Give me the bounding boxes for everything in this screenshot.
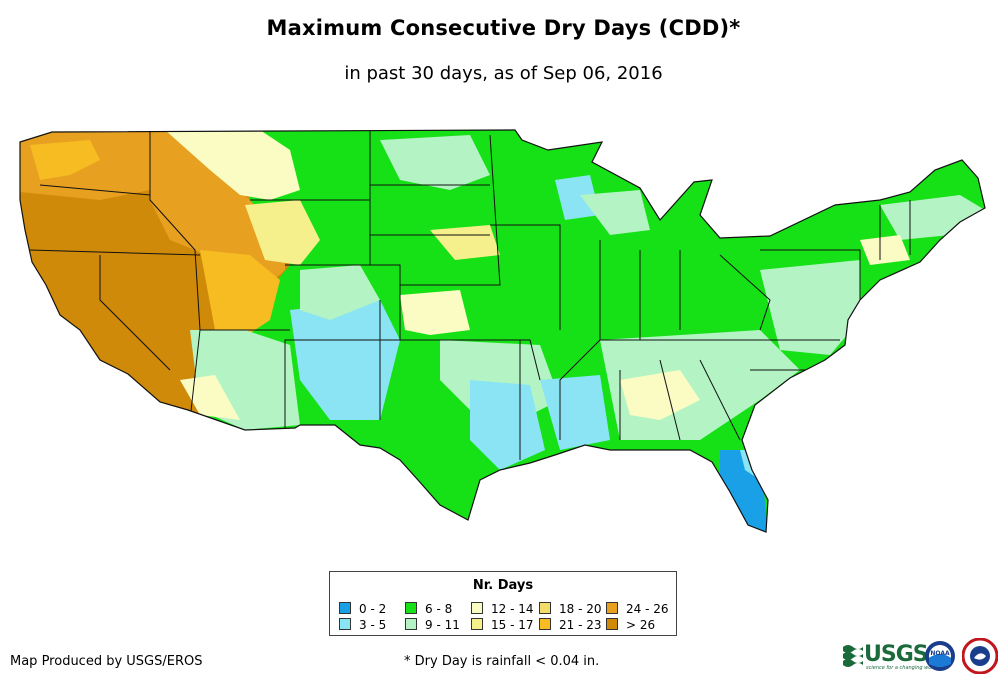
legend-label: 6 - 8 [425, 602, 453, 616]
region-texas-east-3-5 [470, 380, 545, 470]
legend-item: 12 - 14 [471, 602, 534, 616]
region-louisiana-3-5 [540, 375, 610, 450]
noaa-label: NOAA [930, 650, 950, 657]
legend-item: 15 - 17 [471, 618, 534, 632]
legend-swatch [539, 618, 551, 630]
usgs-logo-text: USGS [864, 642, 929, 667]
legend: Nr. Days 0 - 2 3 - 5 6 - 8 9 - 11 12 - 1… [329, 571, 677, 636]
region-newmexico-3-5 [290, 300, 400, 420]
legend-label: 21 - 23 [559, 618, 602, 632]
map-fill-regions [20, 130, 985, 532]
legend-label: 0 - 2 [359, 602, 387, 616]
legend-swatch [339, 602, 351, 614]
usgs-tagline: science for a changing world [866, 665, 938, 671]
border-line [639, 250, 681, 340]
border-line [879, 200, 911, 260]
region-idaho-24-26 [150, 130, 285, 300]
legend-swatch [471, 618, 483, 630]
legend-item: 3 - 5 [339, 618, 386, 632]
legend-item: > 26 [606, 618, 655, 632]
usgs-wave-shape [843, 645, 863, 667]
region-colorado-9-11 [300, 265, 380, 320]
region-dakota-9-11 [380, 135, 490, 190]
border-line [559, 240, 601, 440]
border-line [400, 134, 501, 286]
legend-item: 6 - 8 [405, 602, 452, 616]
state-borders [29, 130, 911, 460]
region-nebraska-15-17 [430, 225, 500, 260]
region-wisconsin-3-5 [555, 175, 600, 220]
region-wyoming-15-17 [245, 200, 320, 265]
border-line [760, 249, 861, 300]
legend-swatch [606, 602, 618, 614]
noaa-wave [929, 654, 951, 667]
border-line [490, 224, 561, 330]
region-midatlantic-9-11 [760, 260, 860, 355]
nws-cloud [974, 653, 986, 660]
region-wa-coast-21-23 [30, 140, 100, 180]
border-line [370, 184, 490, 236]
legend-item: 18 - 20 [539, 602, 602, 616]
legend-swatch [339, 618, 351, 630]
legend-label: > 26 [626, 618, 656, 632]
legend-item: 24 - 26 [606, 602, 669, 616]
region-kansas-12-14 [400, 290, 470, 335]
region-utah-21-23 [200, 250, 280, 340]
legend-swatch [539, 602, 551, 614]
legend-title: Nr. Days [472, 578, 534, 593]
credit-text: Map Produced by USGS/EROS [10, 654, 203, 669]
legend-swatch [606, 618, 618, 630]
legend-label: 24 - 26 [626, 602, 669, 616]
noaa-logo-icon: NOAA [925, 641, 955, 671]
legend-swatch [471, 602, 483, 614]
footnote-text: * Dry Day is rainfall < 0.04 in. [404, 654, 600, 669]
border-line [99, 255, 171, 371]
border-line [149, 130, 201, 421]
region-alabama-12-14 [620, 370, 700, 420]
border-line [400, 339, 541, 381]
legend-item: 0 - 2 [339, 602, 386, 616]
border-line [39, 184, 151, 196]
legend-swatch [405, 618, 417, 630]
region-az-south-12-14 [180, 375, 240, 420]
nws-logo-icon [962, 638, 998, 674]
legend-item: 9 - 11 [405, 618, 460, 632]
legend-label: 12 - 14 [491, 602, 534, 616]
region-ny-12-14 [860, 235, 910, 265]
border-line [719, 254, 771, 331]
legend-label: 9 - 11 [425, 618, 460, 632]
usgs-wave-icon [843, 645, 863, 667]
border-line [619, 359, 741, 441]
region-montana-12-14 [165, 130, 300, 200]
legend-label: 3 - 5 [359, 618, 387, 632]
legend-label: 18 - 20 [559, 602, 602, 616]
border-line [29, 249, 201, 256]
legend-label: 15 - 17 [491, 618, 534, 632]
region-michigan-9-11 [580, 190, 650, 235]
map-subtitle: in past 30 days, as of Sep 06, 2016 [344, 63, 663, 84]
legend-item: 21 - 23 [539, 618, 602, 632]
legend-swatch [405, 602, 417, 614]
map-title: Maximum Consecutive Dry Days (CDD)* [266, 16, 741, 40]
